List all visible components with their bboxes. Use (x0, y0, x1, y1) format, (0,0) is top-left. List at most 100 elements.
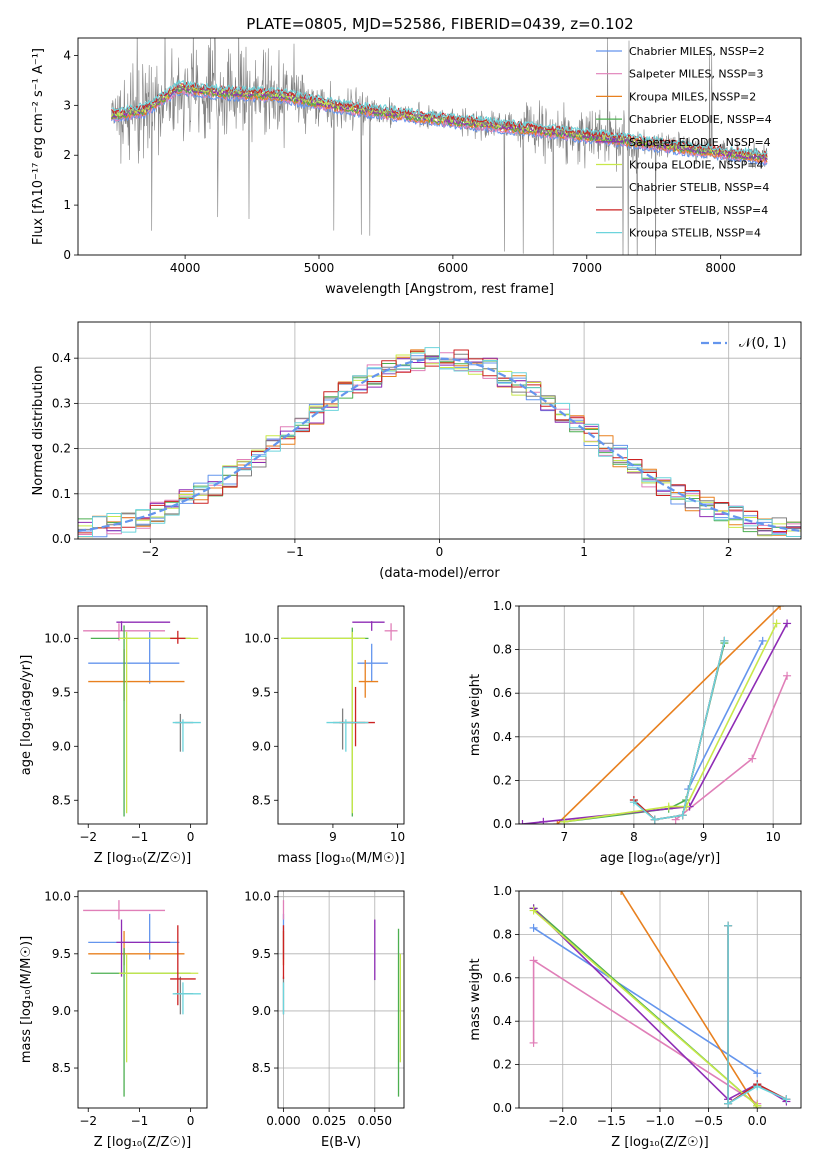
model-spectrum-line (111, 84, 768, 159)
normal-reference-curve (78, 357, 801, 533)
x-tick-label: 7 (560, 830, 568, 844)
x-axis-label: Z [log₁₀(Z/Z☉)] (611, 1135, 708, 1150)
y-tick-label: 0.2 (493, 1058, 512, 1072)
y-tick-label: 10.0 (44, 890, 71, 904)
x-axis-label: wavelength [Angstrom, rest frame] (325, 282, 554, 297)
y-axis-label: Flux [fλ10⁻¹⁷ erg cm⁻² s⁻¹ A⁻¹] (31, 48, 46, 245)
x-tick-label: 5000 (304, 261, 335, 275)
legend-label: Salpeter MILES, NSSP=3 (629, 68, 763, 81)
legend-label: Salpeter STELIB, NSSP=4 (629, 204, 768, 217)
axes-frame (277, 890, 405, 1109)
axes-frame (77, 890, 208, 1109)
y-tick-label: 9.0 (52, 1004, 71, 1018)
axes-frame (77, 605, 208, 825)
mass-weight-line (687, 640, 764, 790)
mass-weight-line (533, 909, 758, 1107)
x-tick-label: 4000 (170, 261, 201, 275)
axes-frame (77, 37, 802, 256)
y-tick-label: 0.0 (52, 532, 71, 546)
y-tick-label: 1.0 (493, 599, 512, 613)
mass-weight-line (675, 675, 788, 821)
y-tick-label: 4 (63, 48, 71, 62)
legend-label: 𝒩(0, 1) (739, 336, 786, 351)
plot-area (83, 900, 201, 1097)
chart-massweight-vs-age: 7 8 9 10 0.0 0.2 0.4 0.6 0.8 1.0 age [log₁₀(age/yr… (468, 599, 802, 866)
legend-label: Chabrier STELIB, NSSP=4 (629, 181, 769, 194)
x-axis-label: (data-model)/error (379, 566, 500, 581)
x-tick-label: −1 (131, 830, 149, 844)
x-tick-label: −2 (141, 545, 159, 559)
x-axis-label: mass [log₁₀(M/M☉)] (277, 851, 404, 866)
y-tick-label: 2 (63, 148, 71, 162)
y-tick-label: 0.3 (52, 396, 71, 410)
chart-mass-vs-ebv: 0.000 0.025 0.050 8.5 9.0 9.5 10.0 E(B-V) (244, 890, 405, 1150)
y-tick-label: 0.8 (493, 643, 512, 657)
x-tick-label: 0 (187, 830, 195, 844)
y-tick-label: 0 (63, 248, 71, 262)
x-tick-label: 10 (390, 830, 405, 844)
mass-weight-line (633, 640, 726, 821)
mass-weight-line (564, 623, 778, 823)
y-tick-label: 9.5 (252, 947, 271, 961)
chart-residuals: −2 −1 0 1 2 0.0 0.1 0.2 0.3 0.4 (data-model)/error… (31, 321, 802, 581)
y-tick-label: 3 (63, 98, 71, 112)
plot-area (111, 38, 768, 255)
axes-frame (518, 605, 802, 825)
y-tick-label: 8.5 (252, 793, 271, 807)
y-tick-label: 8.5 (52, 1061, 71, 1075)
x-axis-label: E(B-V) (321, 1135, 361, 1150)
y-tick-label: 0.2 (52, 442, 71, 456)
x-tick-label: −2 (79, 830, 97, 844)
x-tick-label: 10 (766, 830, 781, 844)
y-tick-label: 0.4 (493, 1014, 512, 1028)
legend-label: Chabrier ELODIE, NSSP=4 (629, 113, 772, 126)
y-tick-label: 10.0 (244, 631, 271, 645)
mass-weight-line (564, 642, 726, 823)
legend-label: Kroupa STELIB, NSSP=4 (629, 227, 761, 240)
y-tick-label: 9.0 (52, 739, 71, 753)
y-tick-label: 10.0 (244, 890, 271, 904)
x-tick-label: 7000 (572, 261, 603, 275)
x-tick-label: 0.000 (266, 1114, 300, 1128)
x-axis-label: Z [log₁₀(Z/Z☉)] (94, 1135, 191, 1150)
x-tick-label: 8 (630, 830, 638, 844)
x-tick-label: 0.0 (748, 1114, 767, 1128)
plot-area (83, 621, 201, 817)
y-tick-label: 0.8 (493, 927, 512, 941)
y-axis-label: age [log₁₀(age/yr)] (19, 655, 34, 776)
mass-weight-line (556, 606, 781, 824)
plot-area (78, 347, 801, 538)
legend-label: Kroupa MILES, NSSP=2 (629, 90, 756, 103)
axes-frame (277, 605, 405, 825)
y-tick-label: 0.6 (493, 971, 512, 985)
legend-label: Chabrier MILES, NSSP=2 (629, 45, 765, 58)
x-tick-label: −1 (131, 1114, 149, 1128)
x-tick-label: −2.0 (548, 1114, 577, 1128)
x-tick-label: 1 (580, 545, 588, 559)
x-tick-label: 0 (187, 1114, 195, 1128)
axes-frame (77, 321, 802, 540)
histogram-step-line (78, 347, 801, 537)
x-tick-label: 8000 (705, 261, 736, 275)
x-tick-label: 6000 (438, 261, 469, 275)
y-tick-label: 1 (63, 198, 71, 212)
plot-area (529, 891, 791, 1108)
mass-weight-line (620, 891, 758, 1108)
y-tick-label: 0.2 (493, 773, 512, 787)
mass-weight-line (533, 927, 758, 1074)
y-axis-label: Normed distribution (31, 366, 46, 496)
y-tick-label: 0.0 (493, 817, 512, 831)
y-tick-label: 9.0 (252, 739, 271, 753)
model-spectrum-line (111, 79, 768, 156)
x-tick-label: 0 (436, 545, 444, 559)
mass-weight-line (633, 640, 726, 821)
chart-spectrum: 4000 5000 6000 7000 8000 0 1 2 3 4 wavelength [Ang… (31, 37, 802, 297)
y-axis-label: mass weight (468, 674, 483, 756)
x-tick-label: −2 (79, 1114, 97, 1128)
y-axis-label: mass [log₁₀(M/M☉)] (19, 936, 34, 1063)
x-tick-label: −1.0 (645, 1114, 674, 1128)
y-axis-label: mass weight (468, 958, 483, 1040)
x-tick-label: 9 (700, 830, 708, 844)
y-tick-label: 9.5 (252, 685, 271, 699)
